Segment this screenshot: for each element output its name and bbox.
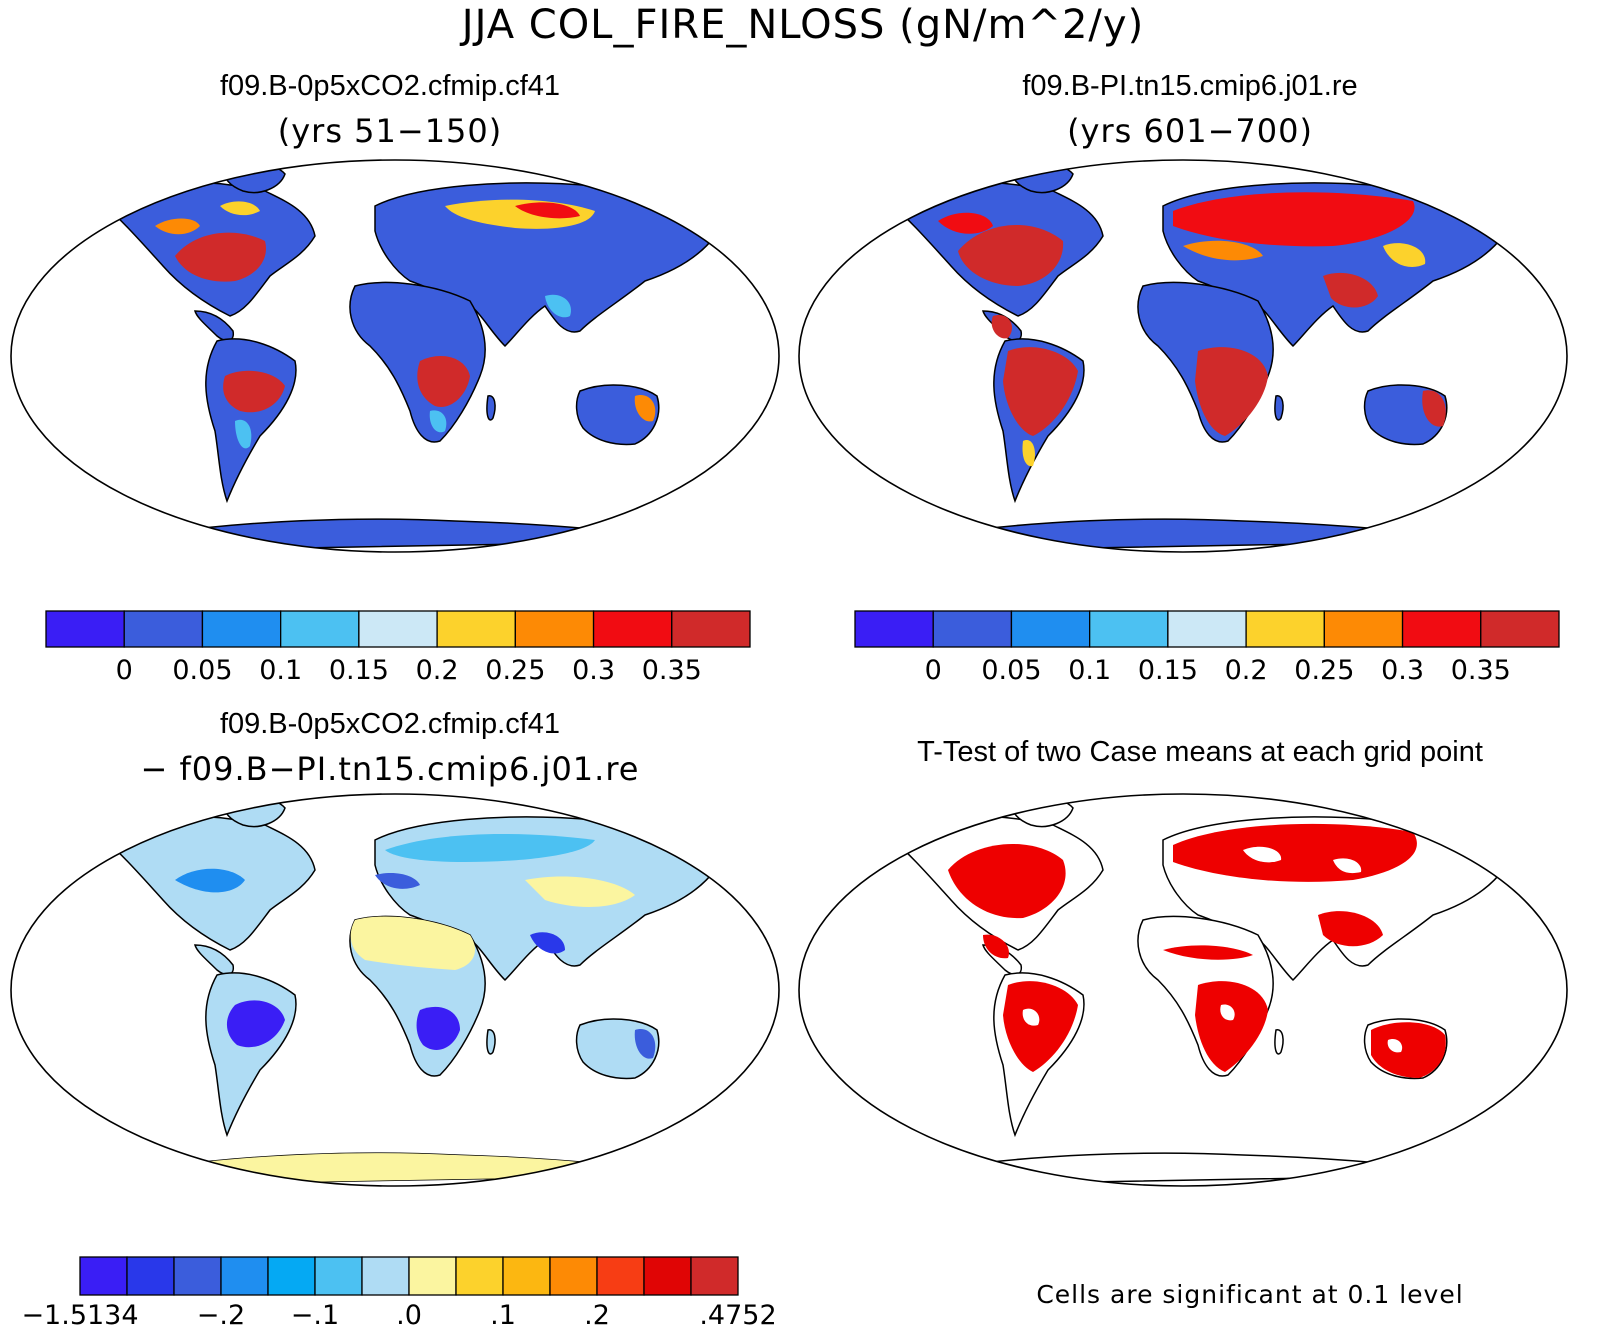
hotspot-africa (417, 356, 470, 407)
colorbar-diff-swatch (455, 1256, 504, 1296)
panel-subtitle-diff: − f09.B−PI.tn15.cmip6.j01.re (140, 750, 640, 788)
colorbar-case1-swatch (123, 610, 204, 648)
colorbar-case2-tick-label: 0 (925, 655, 942, 686)
map-panel-case1 (10, 159, 780, 553)
figure-title: JJA COL_FIRE_NLOSS (gN/m^2/y) (461, 2, 1145, 48)
colorbar-diff-swatch (314, 1256, 363, 1296)
colorbar-case1-tick-label: 0.1 (259, 655, 302, 686)
panel-subtitle-case1: (yrs 51−150) (277, 112, 503, 150)
colorbar-case1: 0 0.05 0.1 0.15 0.2 0.25 0.3 0.35 (45, 610, 751, 686)
colorbar-diff-tick-label: −.1 (291, 1300, 339, 1327)
colorbar-diff-tick-label: .0 (396, 1300, 422, 1327)
colorbar-diff-tick-label: .1 (490, 1300, 516, 1327)
map-panel-case2 (798, 159, 1568, 553)
colorbar-case2-tick-label: 0.1 (1068, 655, 1111, 686)
colorbar-case2-tick-label: 0.15 (1138, 655, 1198, 686)
colorbar-case1-swatch (514, 610, 595, 648)
colorbar-case2-tick-label: 0.2 (1225, 655, 1268, 686)
colorbar-case1-swatch (592, 610, 673, 648)
colorbar-diff-swatch (502, 1256, 551, 1296)
colorbar-case2-swatch (1089, 610, 1169, 648)
colorbar-case2-tick-label: 0.05 (981, 655, 1041, 686)
colorbar-case1-tick-label: 0.3 (572, 655, 615, 686)
colorbar-case1-swatch (201, 610, 282, 648)
panel-title-case1: f09.B-0p5xCO2.cfmip.cf41 (219, 70, 561, 102)
colorbar-case2: 0 0.05 0.1 0.15 0.2 0.25 0.3 0.35 (854, 610, 1560, 686)
colorbar-case1-tick-label: 0.2 (416, 655, 459, 686)
colorbar-case1-swatch (436, 610, 516, 648)
hotspot-north-america (175, 232, 266, 282)
colorbar-case1-swatch (45, 610, 125, 648)
colorbar-diff-swatch (596, 1256, 645, 1296)
colorbar-case2-swatch (1323, 610, 1404, 648)
panel-title-ttest: T-Test of two Case means at each grid po… (917, 736, 1483, 768)
colorbar-case1-swatch (358, 610, 438, 648)
colorbar-diff-swatch (408, 1256, 457, 1296)
panel-title-diff: f09.B-0p5xCO2.cfmip.cf41 (219, 708, 561, 740)
colorbar-diff-tick-label: −1.5134 (21, 1300, 138, 1327)
colorbar-case2-swatch (932, 610, 1013, 648)
colorbar-case2-tick-label: 0.25 (1294, 655, 1354, 686)
colorbar-case2-swatch (1401, 610, 1482, 648)
colorbar-case1-tick-label: 0 (116, 655, 133, 686)
colorbar-diff-swatch (267, 1256, 316, 1296)
panel-title-case2: f09.B-PI.tn15.cmip6.j01.re (1022, 70, 1358, 102)
map-panel-ttest (798, 793, 1568, 1187)
colorbar-diff: −1.5134 −.2 −.1 .0 .1 .2 .4752 (21, 1256, 777, 1327)
colorbar-diff-tick-label: .4752 (699, 1300, 776, 1327)
colorbar-case1-tick-label: 0.15 (329, 655, 389, 686)
colorbar-case1-tick-label: 0.05 (172, 655, 232, 686)
colorbar-diff-tick-label: .2 (584, 1300, 610, 1327)
colorbar-case2-tick-label: 0.3 (1381, 655, 1424, 686)
colorbar-diff-swatch (643, 1256, 692, 1296)
colorbar-case2-tick-label: 0.35 (1451, 655, 1511, 686)
significance-note: Cells are significant at 0.1 level (1036, 1280, 1464, 1309)
colorbar-case2-swatch (854, 610, 934, 648)
panel-subtitle-case2: (yrs 601−700) (1067, 112, 1313, 150)
colorbar-diff-swatch (549, 1256, 598, 1296)
colorbar-case2-swatch (1480, 610, 1560, 648)
map-panel-diff (10, 793, 780, 1187)
colorbar-diff-swatch (361, 1256, 410, 1296)
colorbar-diff-swatch (173, 1256, 222, 1296)
colorbar-case1-tick-label: 0.35 (642, 655, 702, 686)
colorbar-case1-swatch (671, 610, 751, 648)
colorbar-diff-swatch (690, 1256, 739, 1296)
colorbar-case2-swatch (1167, 610, 1247, 648)
colorbar-diff-swatch (126, 1256, 175, 1296)
colorbar-diff-tick-label: −.2 (197, 1300, 245, 1327)
hotspot-south-america (223, 370, 285, 413)
colorbar-case1-swatch (280, 610, 360, 648)
colorbar-diff-swatch (79, 1256, 128, 1296)
colorbar-diff-swatch (220, 1256, 269, 1296)
colorbar-case1-tick-label: 0.25 (485, 655, 545, 686)
colorbar-case2-swatch (1010, 610, 1091, 648)
colorbar-case2-swatch (1245, 610, 1325, 648)
